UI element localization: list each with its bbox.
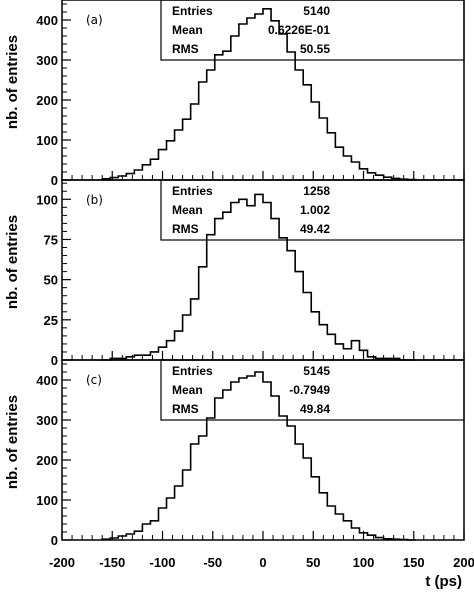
stats-value: 1.002 bbox=[300, 203, 330, 217]
y-tick-label: 75 bbox=[44, 232, 58, 247]
stats-label: Entries bbox=[172, 184, 213, 198]
x-tick-label: 50 bbox=[306, 555, 320, 570]
y-tick-label: 0 bbox=[51, 533, 58, 548]
x-tick-label: 0 bbox=[259, 555, 266, 570]
x-tick-label: 150 bbox=[403, 555, 425, 570]
stats-value: -0.7949 bbox=[289, 383, 330, 397]
stats-label: RMS bbox=[172, 42, 199, 56]
histogram-series bbox=[101, 371, 416, 541]
stats-value: 50.55 bbox=[300, 42, 330, 56]
stats-label: Entries bbox=[172, 364, 213, 378]
y-tick-label: 400 bbox=[36, 373, 58, 388]
stats-label: Mean bbox=[172, 23, 203, 37]
y-tick-label: 25 bbox=[44, 313, 58, 328]
x-tick-label: 200 bbox=[453, 555, 474, 570]
stats-value: 49.84 bbox=[300, 402, 330, 416]
stats-label: RMS bbox=[172, 402, 199, 416]
y-tick-label: 0 bbox=[51, 173, 58, 188]
stats-label: RMS bbox=[172, 222, 199, 236]
stats-box bbox=[160, 0, 465, 61]
stats-label: Entries bbox=[172, 4, 213, 18]
stats-value: 5145 bbox=[303, 364, 330, 378]
y-tick-label: 300 bbox=[36, 413, 58, 428]
x-tick-label: -100 bbox=[149, 555, 175, 570]
stats-box bbox=[160, 359, 465, 421]
stats-value: 0.6226E-01 bbox=[268, 23, 330, 37]
x-tick-label: -50 bbox=[203, 555, 222, 570]
x-tick-label: -200 bbox=[49, 555, 75, 570]
x-axis-label: t (ps) bbox=[425, 573, 462, 590]
stats-value: 49.42 bbox=[300, 222, 330, 236]
x-tick-label: 100 bbox=[353, 555, 375, 570]
x-tick-label: -150 bbox=[99, 555, 125, 570]
y-tick-label: 400 bbox=[36, 13, 58, 28]
histogram-series bbox=[101, 8, 417, 181]
y-tick-label: 200 bbox=[36, 453, 58, 468]
y-tick-label: 100 bbox=[36, 192, 58, 207]
stats-box bbox=[160, 179, 465, 241]
y-tick-label: 300 bbox=[36, 53, 58, 68]
plot-frame bbox=[61, 359, 465, 541]
panel-label: (b) bbox=[86, 193, 103, 207]
stats-value: 5140 bbox=[303, 4, 330, 18]
y-tick-label: 200 bbox=[36, 93, 58, 108]
stats-value: 1258 bbox=[303, 184, 330, 198]
y-tick-label: 100 bbox=[36, 133, 58, 148]
y-axis-label: nb. of entries bbox=[4, 395, 21, 489]
histogram-panel-2: 0 25 50 75 100 nb. of entries (b) Entries 1258 Me… bbox=[4, 179, 465, 368]
stats-label: Mean bbox=[172, 203, 203, 217]
stats-label: Mean bbox=[172, 383, 203, 397]
histogram-series bbox=[102, 193, 416, 361]
y-tick-label: 0 bbox=[51, 353, 58, 368]
y-tick-label: 50 bbox=[44, 273, 58, 288]
plot-frame bbox=[61, 179, 465, 361]
histogram-panel-1: 0 100 200 300 400 nb. of entries (a) Entries 514… bbox=[4, 0, 465, 188]
y-axis-label: nb. of entries bbox=[4, 215, 21, 309]
panel-label: (c) bbox=[86, 373, 102, 387]
panel-label: (a) bbox=[86, 13, 103, 27]
histogram-panel-3: 0 100 200 300 400 nb. of entries (c) Entries 514… bbox=[4, 359, 474, 590]
y-tick-label: 100 bbox=[36, 493, 58, 508]
plot-frame bbox=[61, 0, 465, 181]
y-axis-label: nb. of entries bbox=[4, 35, 21, 129]
